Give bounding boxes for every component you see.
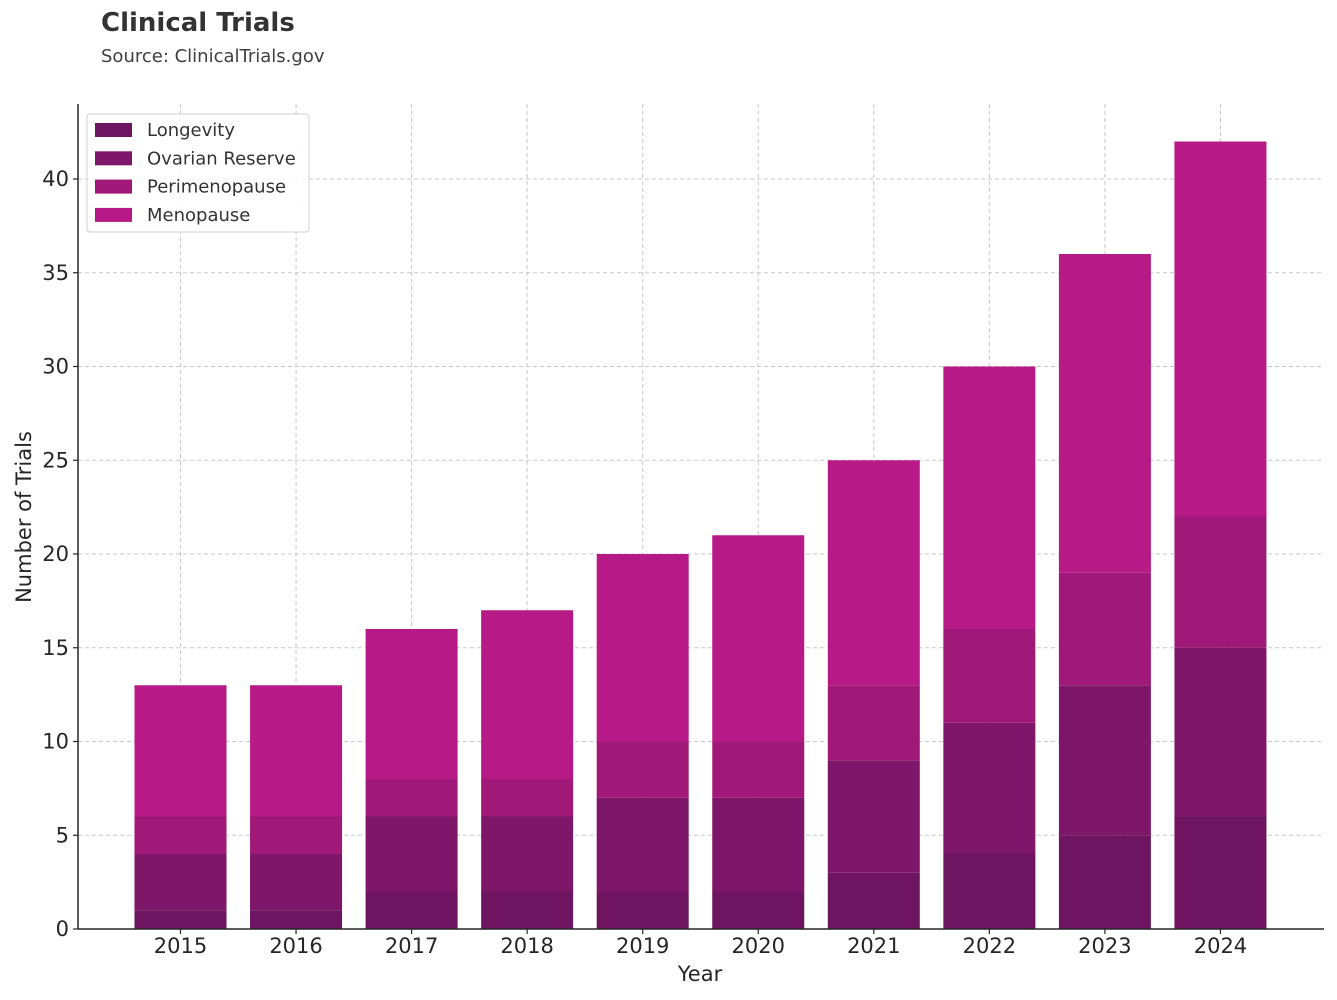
bar-segment (365, 816, 458, 892)
legend: Longevity Ovarian Reserve Perimenopause Men… (86, 113, 310, 233)
bar-segment (365, 779, 458, 817)
y-tick-label: 40 (42, 167, 69, 191)
bar-segment (596, 891, 689, 929)
bar-segment (1174, 141, 1267, 517)
bar-segment (596, 797, 689, 892)
bar-segment (134, 816, 227, 854)
y-tick-label: 25 (42, 448, 69, 472)
chart-subtitle: Source: ClinicalTrials.gov (101, 46, 325, 67)
x-tick-label: 2016 (269, 934, 322, 958)
x-tick-label: 2024 (1194, 934, 1247, 958)
x-tick-label: 2017 (385, 934, 438, 958)
bars (134, 141, 1267, 929)
bar-segment (250, 816, 343, 854)
x-tick-label: 2020 (732, 934, 785, 958)
bar-segment (1174, 516, 1267, 648)
bar-segment (712, 891, 805, 929)
bar-segment (1058, 572, 1151, 686)
bar-segment (1058, 254, 1151, 573)
legend-label: Ovarian Reserve (147, 148, 296, 169)
bar-segment (943, 854, 1036, 929)
legend-box (86, 113, 310, 233)
y-tick-label: 30 (42, 355, 69, 379)
x-tick-label: 2023 (1078, 934, 1131, 958)
y-tick-label: 10 (42, 730, 69, 754)
legend-swatch (95, 151, 132, 166)
bar-segment (827, 460, 920, 686)
bar-segment (712, 535, 805, 742)
bar-segment (712, 797, 805, 892)
y-tick-label: 20 (42, 542, 69, 566)
bar-segment (1174, 647, 1267, 817)
legend-label: Menopause (147, 205, 250, 226)
bar-segment (481, 610, 574, 779)
y-tick-label: 5 (56, 823, 69, 847)
bar-segment (712, 741, 805, 798)
bar-segment (596, 741, 689, 798)
bar-segment (943, 722, 1036, 854)
y-tick-label: 0 (56, 917, 69, 941)
legend-swatch (95, 207, 132, 222)
legend-swatch (95, 179, 132, 194)
bar-segment (481, 816, 574, 892)
bar-segment (365, 629, 458, 779)
bar-segment (250, 854, 343, 911)
bar-segment (943, 366, 1036, 629)
bar-segment (1174, 816, 1267, 929)
legend-label: Perimenopause (147, 177, 286, 198)
bar-segment (481, 779, 574, 817)
x-tick-label: 2015 (154, 934, 207, 958)
x-tick-label: 2022 (963, 934, 1016, 958)
x-axis-label: Year (677, 962, 723, 986)
bar-segment (827, 872, 920, 929)
x-tick-label: 2018 (500, 934, 553, 958)
y-tick-label: 15 (42, 636, 69, 660)
bar-segment (1058, 835, 1151, 929)
bar-segment (827, 685, 920, 761)
bar-segment (134, 854, 227, 911)
legend-swatch (95, 123, 132, 137)
tick-labels: 0 5 10 15 20 25 30 35 40 2015 2016 2017 2018 2019 2020… (42, 167, 1247, 958)
bar-segment (134, 910, 227, 929)
chart-title: Clinical Trials (101, 8, 295, 38)
y-axis-label: Number of Trials (12, 431, 36, 603)
bar-segment (827, 760, 920, 873)
x-tick-label: 2021 (847, 934, 900, 958)
bar-segment (250, 910, 343, 929)
bar-segment (596, 554, 689, 742)
axes (77, 104, 1324, 930)
bar-segment (250, 685, 343, 817)
y-tick-label: 35 (42, 261, 69, 285)
bar-segment (481, 891, 574, 929)
bar-segment (365, 891, 458, 929)
x-tick-label: 2019 (616, 934, 669, 958)
legend-label: Longevity (147, 120, 235, 141)
bar-segment (134, 685, 227, 817)
bar-segment (1058, 685, 1151, 836)
bar-segment (943, 629, 1036, 723)
